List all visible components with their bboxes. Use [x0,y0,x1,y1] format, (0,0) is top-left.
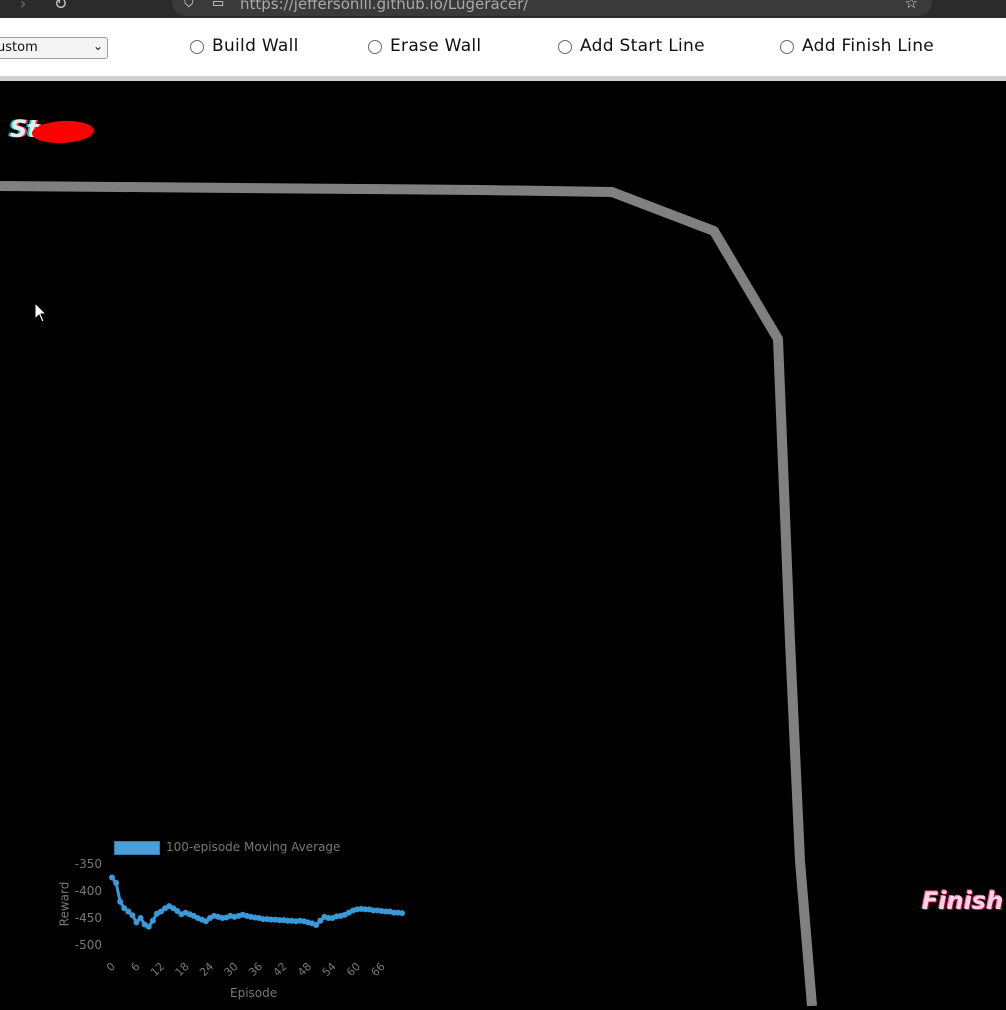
radio-erase-wall[interactable] [368,40,382,54]
mode-add-start-line-label: Add Start Line [580,36,705,56]
legend-label: 100-episode Moving Average [166,840,341,854]
data-point [129,912,136,919]
data-point [149,917,156,924]
mode-build-wall-label: Build Wall [212,36,299,56]
track-select-value: ustom [0,40,38,55]
track-wall [0,181,817,1006]
radio-add-start-line[interactable] [558,40,572,54]
y-tick-label: -400 [75,884,102,898]
editor-toolbar: ustom ⌄ Build Wall Erase Wall Add Start … [0,18,1006,81]
radio-add-finish-line[interactable] [780,40,794,54]
data-point [174,907,181,914]
reward-chart: 100-episode Moving Average Reward Episod… [50,835,410,1010]
x-tick-label: 54 [320,960,339,979]
x-tick-label: 30 [222,960,241,979]
x-tick-label: 24 [197,960,216,979]
x-tick-label: 36 [246,960,265,979]
x-tick-label: 0 [104,960,118,974]
data-point [202,918,209,925]
data-point [117,898,124,905]
data-point [158,908,165,915]
x-tick-label: 12 [148,960,167,979]
back-arrow-icon[interactable]: › [20,0,27,13]
radio-build-wall[interactable] [190,40,204,54]
chevron-down-icon: ⌄ [92,39,103,53]
data-point [137,915,144,921]
data-point [317,917,324,924]
data-point [145,923,152,930]
track-wall-layer [0,181,817,1006]
x-tick-label: 60 [344,960,363,979]
x-axis-label: Episode [230,986,278,1000]
url-text[interactable]: https://jeffersonlll.github.io/Lugeracer… [240,0,529,13]
y-tick-label: -350 [75,857,102,871]
track-select[interactable]: ustom ⌄ [0,37,108,59]
data-point [133,919,140,926]
shield-icon[interactable]: ⛉ [184,0,194,11]
x-tick-label: 6 [128,960,142,974]
data-point [109,874,115,881]
data-point [121,905,128,912]
finish-line-label: Finish [922,887,1004,915]
reload-icon[interactable]: ↻ [54,0,68,13]
mode-erase-wall-label: Erase Wall [390,36,482,56]
mouse-cursor-icon [34,302,48,323]
y-tick-label: -500 [75,938,102,952]
data-point [125,908,132,915]
data-point [399,910,405,917]
bookmark-star-icon[interactable]: ☆ [904,0,918,12]
x-tick-label: 42 [271,960,290,979]
x-tick-label: 48 [295,960,314,979]
address-bar[interactable]: ⛉ ▭ https://jeffersonlll.github.io/Luger… [172,0,932,16]
legend-swatch [114,841,160,855]
x-tick-label: 66 [369,960,388,979]
data-point [313,922,320,929]
page-info-icon[interactable]: ▭ [212,0,225,11]
y-tick-label: -450 [75,911,102,925]
data-point [113,879,120,886]
x-tick-label: 18 [173,960,192,979]
mode-add-finish-line-label: Add Finish Line [802,36,935,56]
browser-toolbar: › ↻ ⛉ ▭ https://jeffersonlll.github.io/L… [0,0,1006,18]
track-canvas[interactable]: St Finish 100-episode Moving Average Rew… [0,81,1006,1006]
